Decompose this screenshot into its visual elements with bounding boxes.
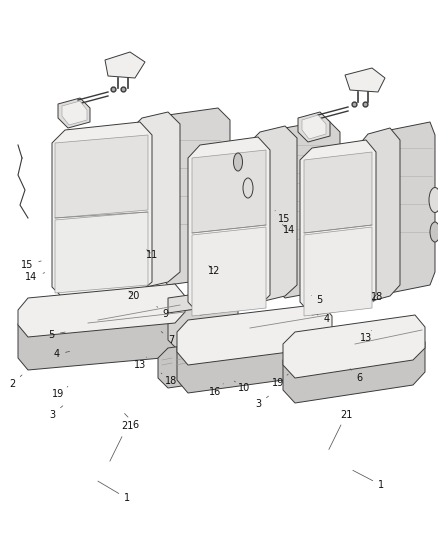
- Polygon shape: [298, 112, 330, 142]
- Text: 9: 9: [157, 306, 169, 319]
- Polygon shape: [18, 298, 185, 370]
- Polygon shape: [156, 108, 230, 285]
- Polygon shape: [302, 115, 326, 139]
- Text: 6: 6: [124, 414, 139, 430]
- Text: 21: 21: [329, 410, 352, 449]
- Polygon shape: [18, 284, 185, 337]
- Ellipse shape: [430, 222, 438, 242]
- Text: 18: 18: [161, 373, 177, 386]
- Polygon shape: [192, 227, 266, 316]
- Text: 4: 4: [54, 350, 70, 359]
- Polygon shape: [177, 304, 332, 365]
- Text: 18: 18: [371, 293, 384, 302]
- Text: 14: 14: [25, 272, 45, 282]
- Polygon shape: [300, 140, 376, 315]
- Text: 15: 15: [21, 261, 41, 270]
- Polygon shape: [272, 120, 340, 298]
- Polygon shape: [168, 290, 236, 313]
- Polygon shape: [304, 152, 372, 233]
- Polygon shape: [55, 212, 148, 293]
- Polygon shape: [192, 150, 266, 233]
- Polygon shape: [345, 68, 385, 92]
- Polygon shape: [304, 227, 372, 316]
- Text: 11: 11: [146, 249, 159, 260]
- Text: 4: 4: [317, 314, 329, 324]
- Text: 13: 13: [360, 330, 372, 343]
- Polygon shape: [248, 126, 297, 302]
- Polygon shape: [382, 122, 435, 293]
- Text: 5: 5: [49, 330, 65, 340]
- Polygon shape: [52, 122, 152, 300]
- Text: 16: 16: [208, 384, 223, 397]
- Text: 19: 19: [272, 374, 288, 387]
- Text: 15: 15: [275, 211, 290, 223]
- Polygon shape: [158, 340, 235, 388]
- Text: 3: 3: [255, 396, 268, 409]
- Text: 12: 12: [208, 265, 221, 276]
- Polygon shape: [358, 128, 400, 302]
- Text: 6: 6: [350, 369, 362, 383]
- Text: 2: 2: [9, 375, 22, 389]
- Ellipse shape: [429, 188, 438, 213]
- Polygon shape: [105, 52, 145, 78]
- Text: 3: 3: [49, 406, 63, 419]
- Polygon shape: [168, 290, 238, 352]
- Ellipse shape: [233, 153, 243, 171]
- Polygon shape: [283, 330, 425, 403]
- Ellipse shape: [243, 178, 253, 198]
- Polygon shape: [62, 101, 87, 125]
- Text: 1: 1: [353, 470, 384, 490]
- Text: 20: 20: [127, 291, 140, 301]
- Polygon shape: [188, 137, 270, 315]
- Text: 21: 21: [110, 422, 133, 461]
- Text: 5: 5: [311, 295, 323, 304]
- Polygon shape: [283, 315, 425, 378]
- Polygon shape: [58, 98, 90, 128]
- Polygon shape: [55, 135, 148, 218]
- Text: 7: 7: [161, 332, 174, 345]
- Polygon shape: [130, 112, 180, 288]
- Polygon shape: [177, 318, 332, 393]
- Text: 1: 1: [98, 481, 130, 503]
- Text: 14: 14: [283, 224, 295, 235]
- Text: 19: 19: [52, 386, 68, 399]
- Text: 10: 10: [234, 381, 251, 393]
- Text: 13: 13: [134, 357, 147, 370]
